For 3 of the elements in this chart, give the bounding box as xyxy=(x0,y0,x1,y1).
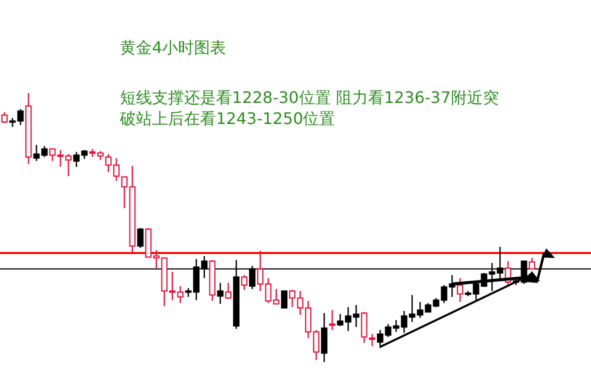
chart-title: 黄金4小时图表 xyxy=(120,38,226,57)
annotation: 破站上后在看1243-1250位置 xyxy=(119,109,336,128)
annotation: 短线支撑还是看1228-30位置 阻力看1236-37附近突 xyxy=(120,88,499,107)
